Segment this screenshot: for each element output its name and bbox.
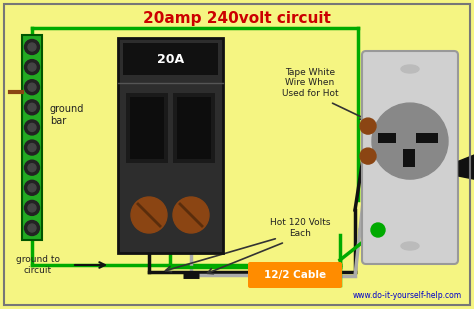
- Circle shape: [25, 221, 39, 235]
- Text: 20amp 240volt circuit: 20amp 240volt circuit: [143, 11, 331, 26]
- Circle shape: [28, 103, 36, 111]
- Circle shape: [25, 160, 39, 175]
- FancyBboxPatch shape: [248, 262, 342, 288]
- Circle shape: [173, 197, 209, 233]
- Text: 12/2 Cable: 12/2 Cable: [264, 270, 326, 280]
- Text: Hot 120 Volts
Each: Hot 120 Volts Each: [270, 218, 330, 238]
- Ellipse shape: [401, 65, 419, 73]
- Circle shape: [371, 223, 385, 237]
- Bar: [173, 93, 215, 163]
- Circle shape: [372, 103, 448, 179]
- Circle shape: [25, 140, 39, 155]
- Circle shape: [25, 80, 39, 95]
- Text: Tape White
Wire When
Used for Hot: Tape White Wire When Used for Hot: [282, 68, 338, 98]
- Circle shape: [25, 201, 39, 215]
- Circle shape: [28, 184, 36, 192]
- Circle shape: [360, 148, 376, 164]
- Text: 20A: 20A: [157, 53, 184, 66]
- Circle shape: [25, 180, 39, 195]
- Circle shape: [28, 123, 36, 131]
- Circle shape: [28, 224, 36, 232]
- Circle shape: [28, 43, 36, 51]
- Bar: [123, 43, 218, 75]
- Text: ground
bar: ground bar: [50, 104, 84, 126]
- Circle shape: [25, 60, 39, 74]
- Bar: [177, 97, 211, 159]
- Circle shape: [28, 63, 36, 71]
- Ellipse shape: [401, 242, 419, 250]
- Bar: [22, 35, 42, 240]
- Circle shape: [25, 40, 39, 54]
- Circle shape: [28, 164, 36, 172]
- Text: ground to
circuit: ground to circuit: [16, 255, 60, 275]
- Circle shape: [25, 120, 39, 135]
- Circle shape: [25, 100, 39, 115]
- Bar: [378, 133, 396, 143]
- Circle shape: [28, 204, 36, 212]
- Circle shape: [131, 197, 167, 233]
- FancyBboxPatch shape: [362, 51, 458, 264]
- Bar: [126, 93, 168, 163]
- Bar: [118, 38, 223, 253]
- Polygon shape: [459, 151, 474, 181]
- Text: www.do-it-yourself-help.com: www.do-it-yourself-help.com: [353, 291, 462, 300]
- Bar: [403, 149, 415, 167]
- Circle shape: [28, 83, 36, 91]
- Bar: [416, 133, 438, 143]
- Circle shape: [28, 144, 36, 151]
- Bar: [130, 97, 164, 159]
- Circle shape: [360, 118, 376, 134]
